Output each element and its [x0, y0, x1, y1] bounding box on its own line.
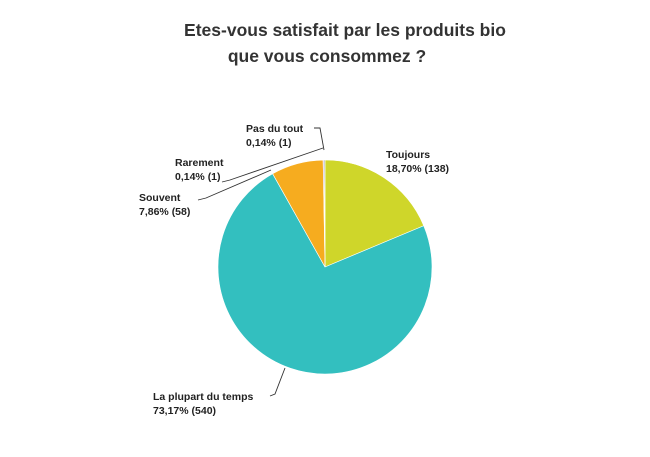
- leader-line-la-plupart-du-temps: [269, 367, 286, 397]
- pie-slice-pas-du-tout: [323, 159, 326, 268]
- leader-line-rarement: [221, 147, 324, 183]
- slice-label-toujours: Toujours 18,70% (138): [386, 149, 449, 175]
- leader-line-souvent: [197, 169, 272, 201]
- slice-label-pas-du-tout: Pas du tout 0,14% (1): [246, 123, 304, 149]
- pie-slice-la-plupart-du-temps: [217, 173, 433, 375]
- chart-title-line-1: Etes-vous satisfait par les produits bio: [184, 20, 506, 40]
- slice-label-rarement: Rarement 0,14% (1): [175, 157, 224, 183]
- leader-line-pas-du-tout: [314, 127, 325, 151]
- pie-slice-toujours: [324, 159, 425, 268]
- slice-labels: Toujours 18,70% (138) La plupart du temps 7…: [139, 123, 449, 417]
- leader-lines: [197, 127, 325, 397]
- slice-label-souvent: Souvent 7,86% (58): [139, 192, 190, 218]
- slice-label-la-plupart-du-temps: La plupart du temps 73,17% (540): [153, 391, 254, 417]
- chart-title-line-2: que vous consommez ?: [228, 46, 426, 66]
- pie-slices: [217, 159, 433, 375]
